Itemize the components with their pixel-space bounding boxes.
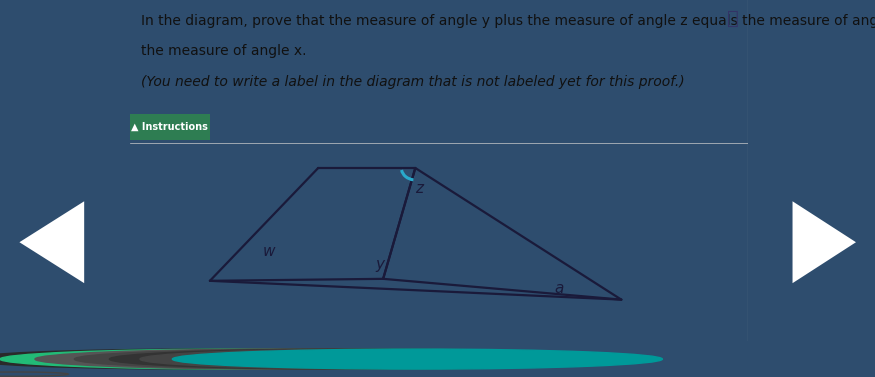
Text: ▲ Instructions: ▲ Instructions	[131, 122, 208, 132]
Circle shape	[140, 349, 630, 369]
Polygon shape	[793, 201, 856, 283]
Text: y: y	[375, 257, 384, 273]
Polygon shape	[19, 201, 84, 283]
Circle shape	[0, 349, 490, 369]
Text: w: w	[262, 244, 275, 259]
Text: (You need to write a label in the diagram that is not labeled yet for this proof: (You need to write a label in the diagra…	[141, 75, 684, 89]
Circle shape	[35, 349, 525, 369]
Text: z: z	[415, 181, 423, 196]
FancyBboxPatch shape	[130, 114, 210, 140]
Circle shape	[109, 349, 599, 369]
Circle shape	[0, 349, 455, 369]
Text: ⤵: ⤵	[727, 9, 738, 28]
Text: the measure of angle x.: the measure of angle x.	[141, 44, 306, 58]
Text: 16 of 27: 16 of 27	[16, 353, 59, 363]
Text: Open notes navigator ▲: Open notes navigator ▲	[371, 353, 504, 363]
Text: In the diagram, prove that the measure of angle y plus the measure of angle z eq: In the diagram, prove that the measure o…	[141, 14, 875, 28]
Text: a: a	[555, 281, 564, 296]
Circle shape	[74, 349, 564, 369]
Circle shape	[172, 349, 662, 369]
